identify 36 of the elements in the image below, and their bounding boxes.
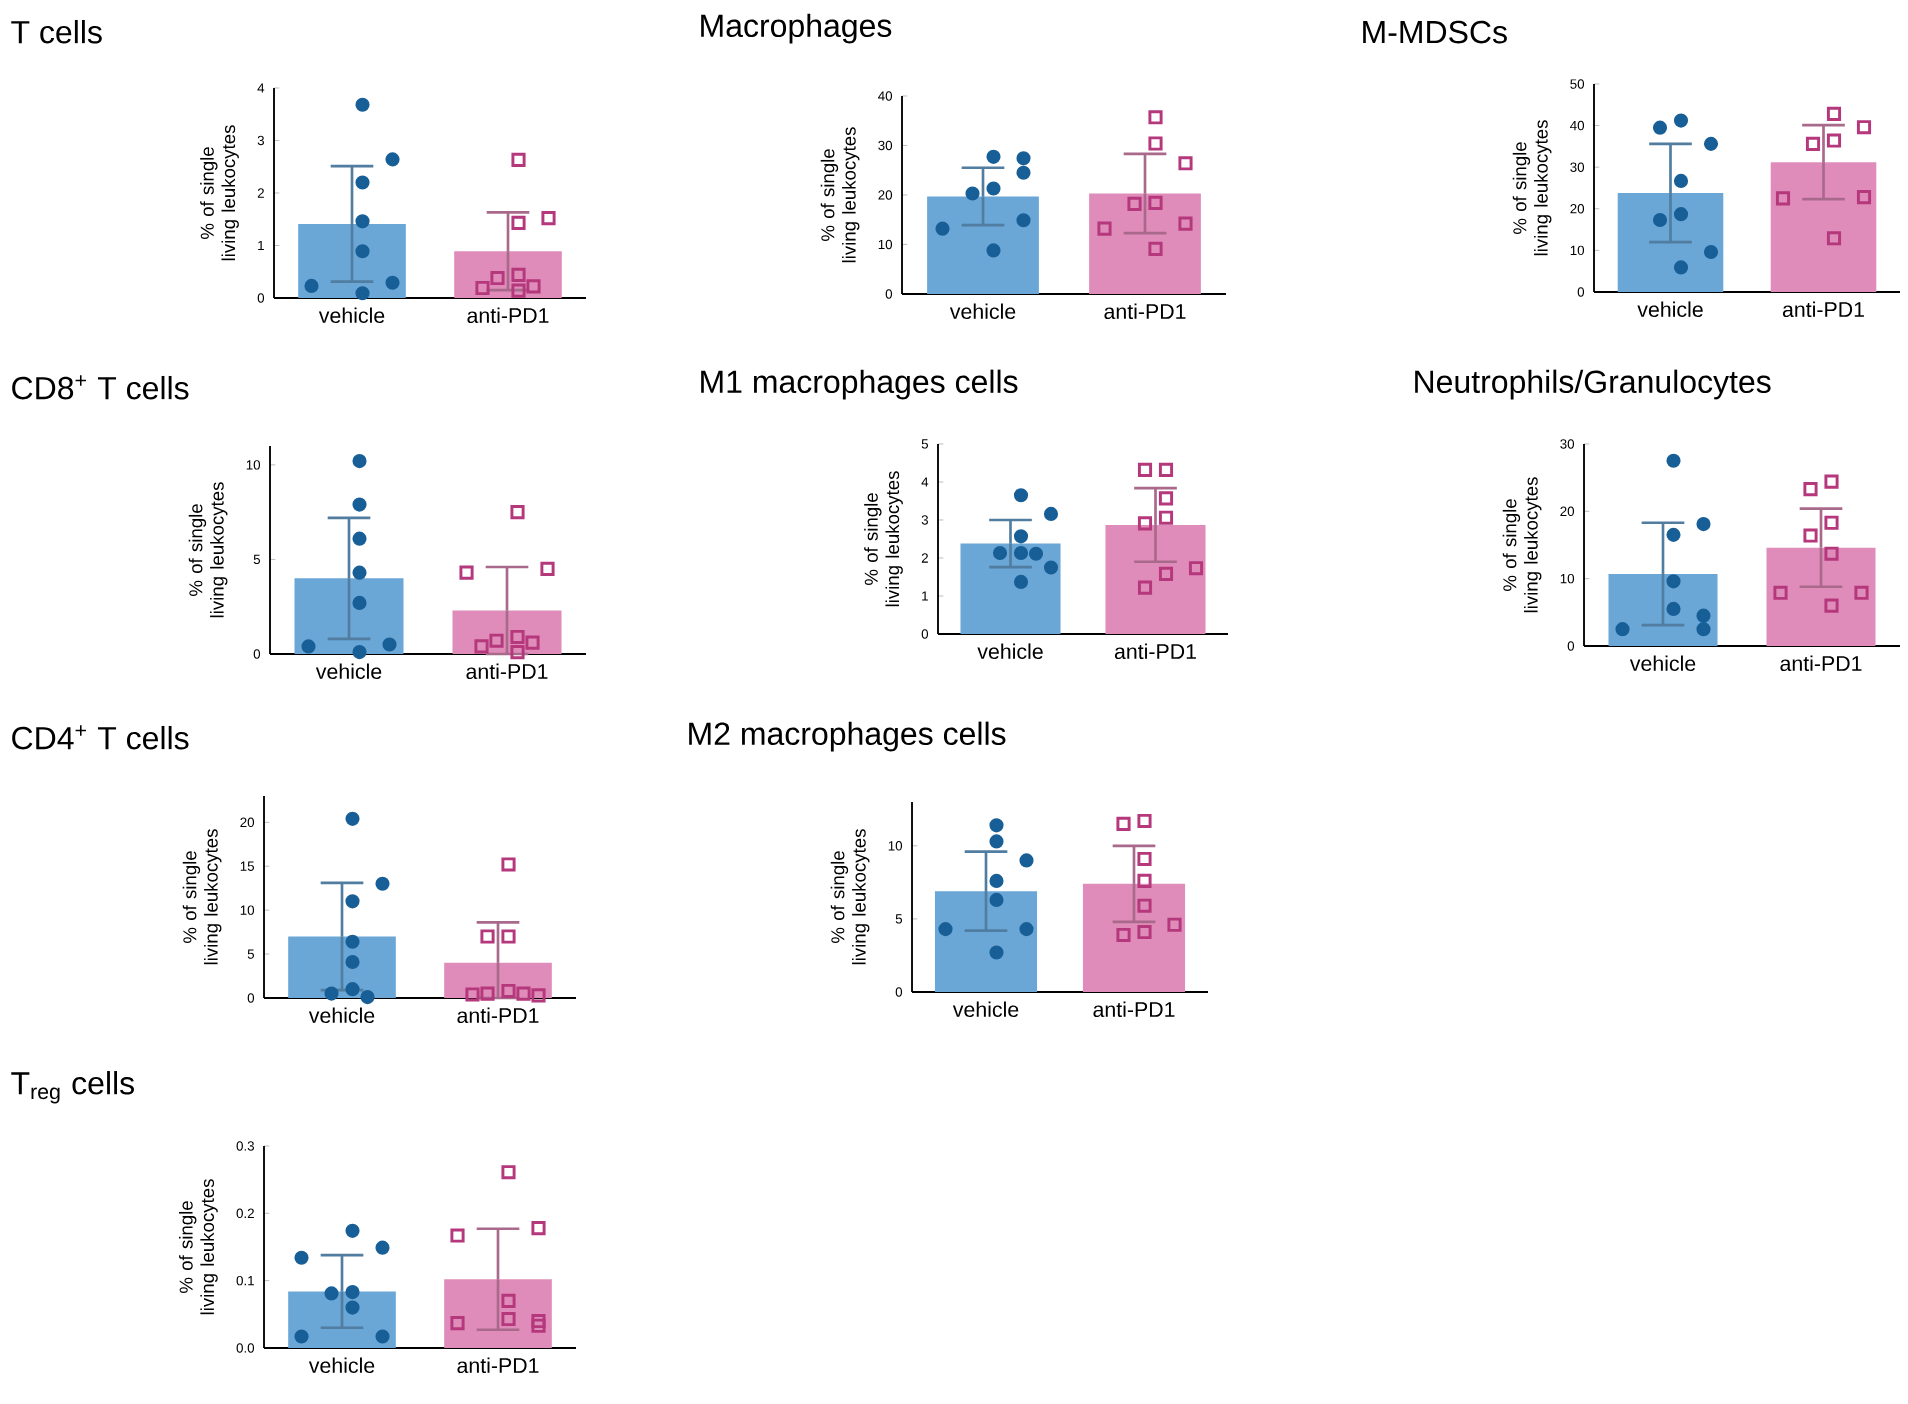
y-axis-title: % of single living leukocytes xyxy=(1512,120,1552,256)
y-axis-title: % of single living leukocytes xyxy=(182,829,222,965)
chart-title: Neutrophils/Granulocytes xyxy=(1415,369,1771,400)
y-axis-title: % of single living leukocytes xyxy=(1502,477,1542,613)
y-axis-title: % of single living leukocytes xyxy=(830,829,870,965)
chart-title: CD4$^{+}$ T cells xyxy=(12,725,189,750)
x-tick-label: anti-PD1 xyxy=(457,1007,539,1024)
y-axis-title: % of single living leukocytes xyxy=(188,482,228,618)
x-tick-label: anti-PD1 xyxy=(467,307,549,324)
x-tick-label: anti-PD1 xyxy=(457,1357,539,1374)
x-tick-label: vehicle xyxy=(1637,301,1703,318)
chart-title: T cells xyxy=(11,19,102,44)
chart-title: M2 macrophages cells xyxy=(689,721,1006,752)
x-tick-label: anti-PD1 xyxy=(1093,1001,1175,1018)
chart-title: Macrophages xyxy=(701,13,892,44)
x-tick-label: anti-PD1 xyxy=(1782,301,1864,318)
x-tick-label: vehicle xyxy=(315,663,382,680)
x-tick-label: vehicle xyxy=(1629,655,1696,672)
x-tick-label: vehicle xyxy=(952,1001,1019,1018)
y-axis-title: % of single living leukocytes xyxy=(864,471,903,607)
x-tick-label: anti-PD1 xyxy=(1104,303,1186,320)
x-tick-label: anti-PD1 xyxy=(466,663,548,680)
x-tick-label: vehicle xyxy=(308,1357,375,1374)
x-tick-label: vehicle xyxy=(949,303,1016,320)
x-tick-label: anti-PD1 xyxy=(1780,655,1862,672)
y-axis-title: % of single living leukocytes xyxy=(179,1179,218,1315)
x-tick-label: vehicle xyxy=(977,643,1043,660)
y-axis-title: % of single living leukocytes xyxy=(200,125,239,261)
chart-title: M1 macrophages cells xyxy=(701,369,1018,400)
x-tick-label: vehicle xyxy=(318,307,385,324)
chart-title: M-MDSCs xyxy=(1363,20,1507,44)
x-tick-label: vehicle xyxy=(308,1007,375,1024)
y-axis-title: % of single living leukocytes xyxy=(820,127,860,263)
x-tick-label: anti-PD1 xyxy=(1114,643,1196,660)
chart-title: T$_{reg}$ cells xyxy=(11,1071,134,1104)
chart-title: CD8$^{+}$ T cells xyxy=(12,375,189,400)
